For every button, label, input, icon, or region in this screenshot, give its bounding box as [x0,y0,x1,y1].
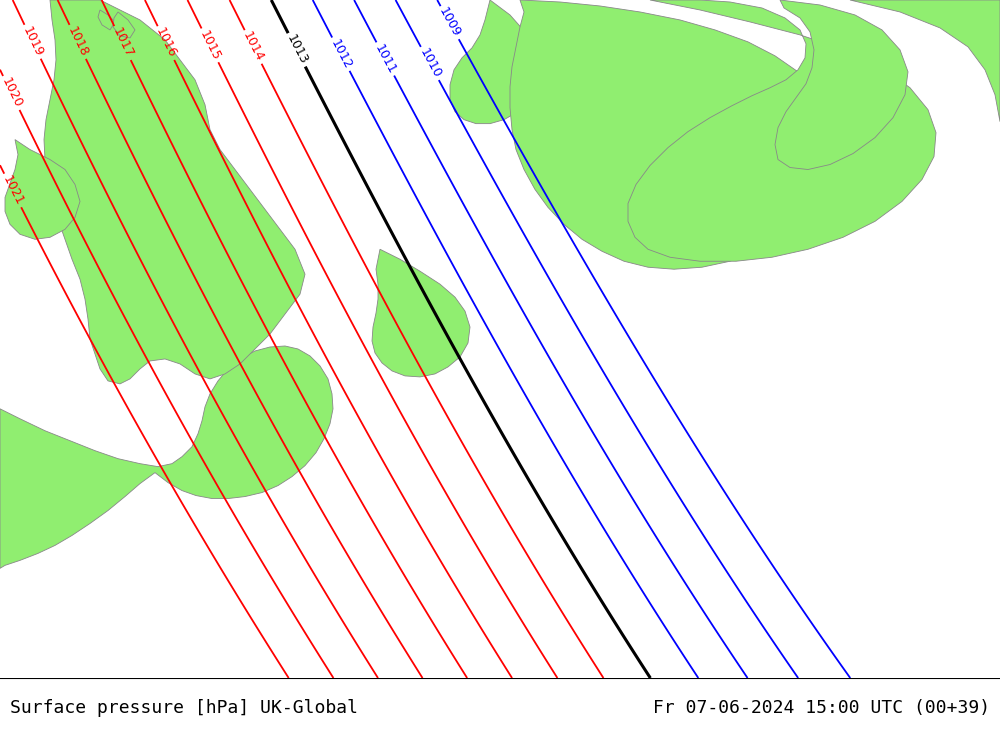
Polygon shape [0,346,333,568]
Polygon shape [372,249,470,377]
Text: 1013: 1013 [284,33,310,67]
Text: 1018: 1018 [65,25,90,59]
Text: 1019: 1019 [20,25,45,59]
Polygon shape [44,0,305,384]
Text: 1011: 1011 [372,42,398,76]
Text: 1015: 1015 [197,29,223,62]
Polygon shape [510,0,834,269]
Polygon shape [628,0,936,261]
Text: Fr 07-06-2024 15:00 UTC (00+39): Fr 07-06-2024 15:00 UTC (00+39) [653,699,990,718]
Text: 1010: 1010 [417,46,443,81]
Polygon shape [5,139,80,239]
Polygon shape [775,0,908,169]
Text: 1009: 1009 [436,6,463,40]
Text: 1012: 1012 [328,37,354,71]
Text: 1020: 1020 [0,75,24,110]
Polygon shape [450,0,540,124]
Text: Surface pressure [hPa] UK-Global: Surface pressure [hPa] UK-Global [10,699,358,718]
Polygon shape [113,12,135,38]
Text: 1017: 1017 [110,26,135,60]
Text: 1016: 1016 [153,26,179,60]
Text: 1014: 1014 [240,30,266,64]
Text: 1021: 1021 [0,174,26,207]
Polygon shape [98,10,115,30]
Polygon shape [850,0,1000,122]
